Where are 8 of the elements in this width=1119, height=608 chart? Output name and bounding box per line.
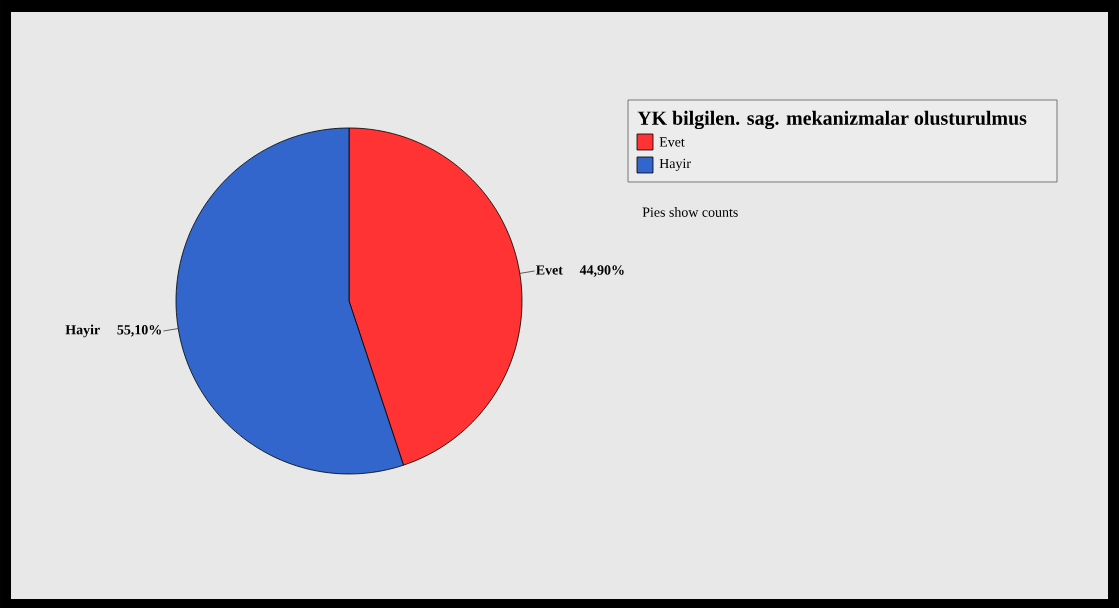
data-label: 44,90% [579,265,624,277]
text: Pies show counts [642,207,738,217]
legend-label: Hayir [659,158,691,172]
data-label: 55,10% [117,325,161,337]
legend-title: YK bilgilen. sag. mekanizmalar olusturulmus [637,110,1027,130]
slice-label: Hayir [65,324,100,338]
legend-label: Evet [659,137,685,147]
slice-label: Evet [536,265,563,275]
